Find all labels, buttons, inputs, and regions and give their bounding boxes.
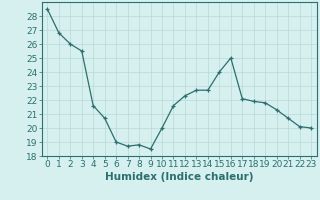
X-axis label: Humidex (Indice chaleur): Humidex (Indice chaleur) xyxy=(105,172,253,182)
